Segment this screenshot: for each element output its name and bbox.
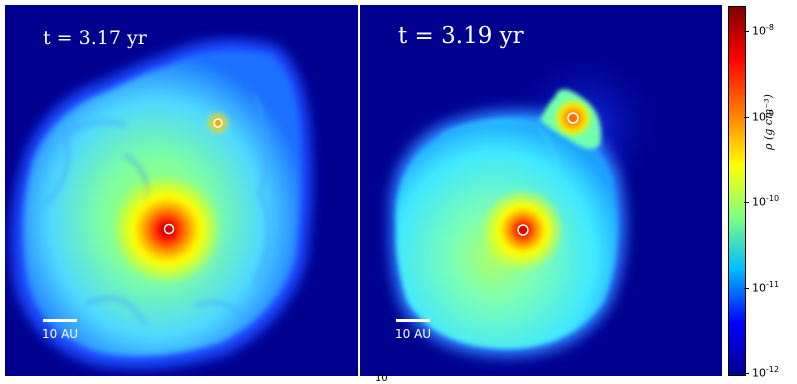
- colorbar-title: ρ (g cm⁻³): [762, 94, 775, 150]
- time-label-left: t = 3.17 yr: [43, 27, 147, 49]
- colorbar-tick: [744, 202, 749, 203]
- colorbar-tick: [744, 288, 749, 289]
- scale-bar-label-right: 10 AU: [395, 327, 432, 341]
- scale-bar-right: [396, 319, 430, 322]
- colorbar-tick-label: 10-11: [752, 280, 780, 295]
- density-image-left: [5, 5, 358, 376]
- colorbar-tick-label: 10-10: [752, 194, 780, 209]
- density-colorbar: [728, 6, 746, 376]
- scale-bar-left: [43, 319, 77, 322]
- scale-bar-label-left: 10 AU: [42, 327, 79, 341]
- colorbar-tick-label: 10-8: [752, 23, 774, 38]
- colorbar-tick-label: 10-12: [752, 365, 780, 380]
- density-image-right: [360, 5, 722, 376]
- colorbar-tick: [744, 117, 749, 118]
- time-label-right: t = 3.19 yr: [398, 23, 524, 49]
- colorbar-tick: [744, 373, 749, 374]
- colorbar-tick-label: 10-9: [752, 109, 774, 124]
- stray-tick-label: 10: [375, 373, 388, 384]
- density-map-left: t = 3.17 yr 10 AU: [5, 5, 358, 376]
- density-map-right: t = 3.19 yr 10 AU: [360, 5, 722, 376]
- colorbar-tick: [744, 31, 749, 32]
